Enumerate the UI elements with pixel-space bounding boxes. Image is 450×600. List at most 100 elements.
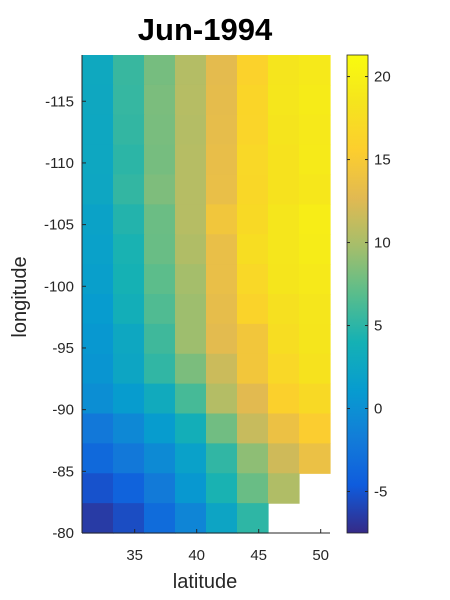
heatmap-cell bbox=[144, 84, 176, 116]
y-tick-label: -110 bbox=[45, 155, 74, 172]
heatmap-cell bbox=[113, 413, 145, 444]
y-tick-label: -115 bbox=[45, 93, 74, 110]
heatmap-cell bbox=[175, 204, 207, 235]
heatmap-cell bbox=[206, 473, 238, 504]
heatmap-cell bbox=[268, 383, 300, 415]
heatmap-cell bbox=[113, 294, 145, 325]
heatmap-cell bbox=[268, 84, 300, 116]
heatmap-cell bbox=[206, 174, 238, 205]
heatmap-cell bbox=[82, 383, 114, 415]
heatmap-cell bbox=[144, 144, 176, 176]
y-axis-label: longitude bbox=[9, 256, 31, 337]
heatmap-cell bbox=[299, 174, 331, 205]
heatmap-cells bbox=[82, 55, 331, 534]
heatmap-cell bbox=[82, 114, 114, 146]
heatmap-cell bbox=[206, 204, 238, 235]
heatmap-cell bbox=[113, 383, 145, 415]
heatmap-cell bbox=[175, 353, 207, 385]
heatmap-cell bbox=[82, 204, 114, 235]
heatmap-cell bbox=[268, 55, 300, 86]
heatmap-cell bbox=[268, 294, 300, 325]
heatmap-cell bbox=[237, 503, 269, 534]
heatmap-cell bbox=[144, 174, 176, 205]
heatmap-cell bbox=[144, 443, 176, 474]
heatmap-cell bbox=[299, 144, 331, 176]
heatmap-cell bbox=[175, 84, 207, 116]
heatmap-cell bbox=[113, 264, 145, 295]
colorbar-tick-label: 5 bbox=[374, 318, 382, 335]
heatmap-cell bbox=[175, 413, 207, 444]
heatmap-cell bbox=[268, 323, 300, 355]
heatmap-cell bbox=[82, 174, 114, 205]
heatmap-cell bbox=[144, 503, 176, 534]
heatmap-cell bbox=[82, 264, 114, 295]
heatmap-cell bbox=[82, 84, 114, 116]
heatmap-cell bbox=[113, 323, 145, 355]
heatmap-cell bbox=[175, 174, 207, 205]
heatmap-cell bbox=[237, 55, 269, 86]
heatmap-cell bbox=[268, 443, 300, 474]
heatmap-cell bbox=[113, 473, 145, 504]
heatmap-cell bbox=[299, 443, 331, 474]
colorbar-tick-label: 15 bbox=[374, 152, 391, 169]
heatmap-cell bbox=[237, 323, 269, 355]
heatmap-cell bbox=[299, 383, 331, 415]
y-tick-label: -90 bbox=[52, 402, 74, 419]
heatmap-cell bbox=[82, 294, 114, 325]
heatmap-cell bbox=[299, 204, 331, 235]
x-tick-label: 35 bbox=[126, 547, 143, 564]
heatmap-cell bbox=[299, 323, 331, 355]
x-tick-label: 40 bbox=[188, 547, 205, 564]
heatmap-cell bbox=[82, 323, 114, 355]
heatmap-cell bbox=[206, 503, 238, 534]
heatmap-cell bbox=[299, 294, 331, 325]
heatmap-cell bbox=[113, 503, 145, 534]
colorbar-tick-label: 0 bbox=[374, 401, 382, 418]
heatmap-cell bbox=[299, 55, 331, 86]
heatmap-cell bbox=[206, 264, 238, 295]
heatmap-cell bbox=[175, 55, 207, 86]
colorbar-tick-label: 20 bbox=[374, 69, 391, 86]
heatmap-cell bbox=[268, 473, 300, 504]
heatmap-cell bbox=[175, 264, 207, 295]
heatmap-cell bbox=[144, 383, 176, 415]
heatmap-cell bbox=[144, 294, 176, 325]
heatmap-cell bbox=[82, 503, 114, 534]
heatmap-cell bbox=[237, 114, 269, 146]
heatmap-cell bbox=[237, 383, 269, 415]
heatmap-cell bbox=[237, 473, 269, 504]
heatmap-cell bbox=[113, 55, 145, 86]
heatmap-cell bbox=[82, 234, 114, 265]
heatmap-cell bbox=[268, 353, 300, 385]
colorbar-ticks: -5 0 5 10 15 20 bbox=[347, 69, 391, 501]
heatmap-cell bbox=[175, 473, 207, 504]
heatmap-cell bbox=[206, 353, 238, 385]
heatmap-cell bbox=[144, 413, 176, 444]
heatmap-cell bbox=[268, 204, 300, 235]
y-axis-ticks: -115 -110 -105 -100 -95 -90 -85 -80 bbox=[44, 93, 86, 542]
heatmap-cell bbox=[237, 353, 269, 385]
heatmap-cell bbox=[175, 383, 207, 415]
plot-axes bbox=[81, 55, 330, 534]
colorbar-tick-label: -5 bbox=[374, 484, 387, 501]
heatmap-cell bbox=[299, 413, 331, 444]
heatmap-cell bbox=[206, 144, 238, 176]
heatmap-cell bbox=[206, 55, 238, 86]
heatmap-cell bbox=[175, 503, 207, 534]
y-tick-label: -105 bbox=[44, 217, 74, 234]
heatmap-cell bbox=[299, 264, 331, 295]
heatmap-cell bbox=[206, 114, 238, 146]
y-tick-label: -85 bbox=[52, 463, 74, 480]
heatmap-cell bbox=[82, 443, 114, 474]
x-axis-ticks: 35 40 45 50 bbox=[126, 529, 329, 564]
y-tick-label: -80 bbox=[52, 525, 74, 542]
y-tick-label: -95 bbox=[52, 340, 74, 357]
heatmap-cell bbox=[82, 144, 114, 176]
heatmap-cell bbox=[237, 204, 269, 235]
heatmap-cell bbox=[268, 114, 300, 146]
heatmap-cell bbox=[237, 443, 269, 474]
heatmap-cell bbox=[113, 204, 145, 235]
heatmap-cell bbox=[237, 264, 269, 295]
heatmap-cell bbox=[144, 353, 176, 385]
